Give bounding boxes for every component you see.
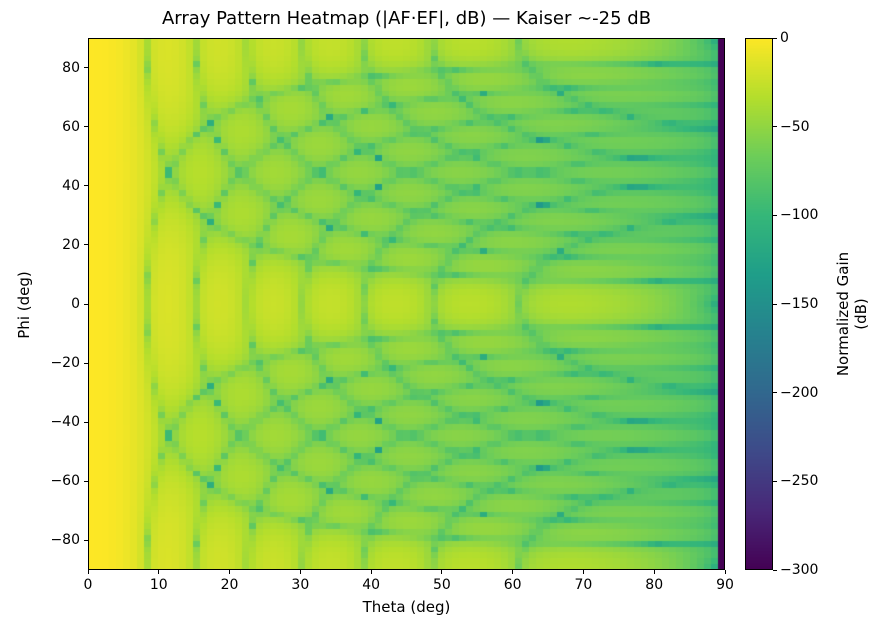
colorbar-tick-mark: [773, 214, 777, 216]
x-tick-mark: [724, 570, 726, 574]
x-tick-label: 20: [220, 577, 239, 593]
x-tick-label: 40: [362, 577, 381, 593]
y-tick-mark: [84, 362, 88, 364]
x-tick-label: 50: [432, 577, 451, 593]
colorbar-tick-mark: [773, 569, 777, 571]
y-tick-label: −20: [50, 355, 80, 372]
y-tick-mark: [84, 539, 88, 541]
x-tick-mark: [512, 570, 514, 574]
x-axis-label: Theta (deg): [362, 598, 451, 616]
colorbar-tick-label: −150: [780, 296, 819, 312]
x-tick-label: 10: [149, 577, 168, 593]
y-tick-label: 40: [62, 177, 80, 194]
colorbar-gradient-canvas: [745, 38, 773, 570]
y-tick-mark: [84, 126, 88, 128]
y-axis-label: Phi (deg): [15, 271, 33, 339]
x-tick-label: 70: [574, 577, 593, 593]
colorbar-tick-label: −250: [780, 473, 819, 490]
colorbar-tick-label: −100: [780, 207, 819, 224]
y-tick-mark: [84, 244, 88, 246]
x-tick-mark: [441, 570, 443, 574]
x-tick-label: 90: [716, 577, 734, 593]
x-tick-label: 80: [645, 577, 664, 593]
colorbar-tick-mark: [773, 126, 777, 128]
heatmap-canvas: [88, 38, 725, 570]
x-tick-label: 30: [291, 577, 310, 593]
y-tick-mark: [84, 67, 88, 69]
chart-title: Array Pattern Heatmap (|AF·EF|, dB) — Ka…: [161, 8, 652, 29]
y-tick-label: 80: [62, 59, 80, 76]
y-tick-mark: [84, 480, 88, 482]
colorbar-tick-label: −200: [780, 384, 819, 401]
y-tick-mark: [84, 303, 88, 305]
y-tick-label: 20: [62, 236, 80, 253]
y-tick-label: 60: [62, 118, 80, 135]
x-tick-mark: [158, 570, 160, 574]
colorbar-tick-mark: [773, 37, 777, 39]
x-tick-label: 0: [83, 577, 93, 593]
colorbar-label: Normalized Gain (dB): [834, 251, 870, 377]
y-tick-label: 0: [71, 296, 80, 312]
x-tick-label: 60: [503, 577, 522, 593]
y-tick-label: −60: [50, 473, 80, 490]
colorbar-tick-label: 0: [780, 30, 789, 46]
x-tick-mark: [87, 570, 89, 574]
y-tick-label: −80: [50, 532, 80, 549]
x-tick-mark: [653, 570, 655, 574]
x-tick-mark: [229, 570, 231, 574]
y-tick-mark: [84, 185, 88, 187]
y-tick-label: −40: [50, 414, 80, 431]
colorbar-tick-label: −50: [780, 118, 810, 135]
colorbar-tick-mark: [773, 480, 777, 482]
colorbar-tick-mark: [773, 303, 777, 305]
x-tick-mark: [582, 570, 584, 574]
x-tick-mark: [370, 570, 372, 574]
x-tick-mark: [299, 570, 301, 574]
colorbar-tick-mark: [773, 392, 777, 394]
y-tick-mark: [84, 421, 88, 423]
colorbar-tick-label: −300: [780, 562, 819, 578]
